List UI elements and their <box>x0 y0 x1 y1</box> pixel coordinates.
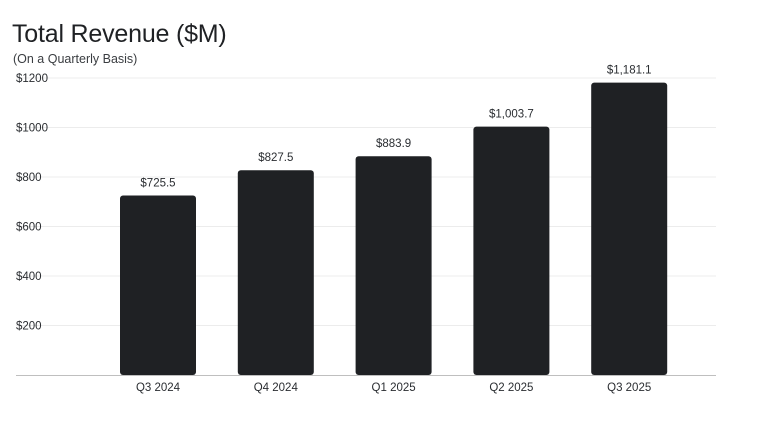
data-labels: $725.5 $827.5 $883.9 $1,003.7 $1,181.1 <box>140 65 651 190</box>
bar <box>473 126 550 375</box>
chart-subtitle: (On a Quarterly Basis) <box>13 52 138 66</box>
data-label: $1,003.7 <box>489 109 534 121</box>
x-tick-label: Q4 2024 <box>254 382 299 394</box>
y-tick-label: $1200 <box>16 73 48 85</box>
y-tick-label: $600 <box>16 222 42 234</box>
bar <box>237 170 314 375</box>
x-tick-label: Q2 2025 <box>489 382 533 394</box>
bars <box>120 82 668 376</box>
x-tick-label: Q3 2025 <box>607 382 651 394</box>
x-tick-label: Q3 2024 <box>136 382 181 394</box>
y-tick-label: $1000 <box>16 123 48 135</box>
x-axis-ticks: Q3 2024 Q4 2024 Q1 2025 Q2 2025 Q3 2025 <box>136 382 651 394</box>
y-tick-label: $200 <box>16 321 42 333</box>
bar <box>355 156 432 375</box>
bar <box>591 82 668 376</box>
y-tick-label: $400 <box>16 271 42 283</box>
data-label: $827.5 <box>258 152 293 164</box>
x-tick-label: Q1 2025 <box>372 382 416 394</box>
chart-title: Total Revenue ($M) <box>12 20 227 48</box>
bar <box>120 195 196 375</box>
y-axis-ticks: $200 $400 $600 $800 $1000 $1200 <box>16 73 48 333</box>
data-label: $1,181.1 <box>607 65 652 77</box>
data-label: $725.5 <box>140 177 175 189</box>
y-tick-label: $800 <box>16 172 42 184</box>
data-label: $883.9 <box>376 138 411 150</box>
